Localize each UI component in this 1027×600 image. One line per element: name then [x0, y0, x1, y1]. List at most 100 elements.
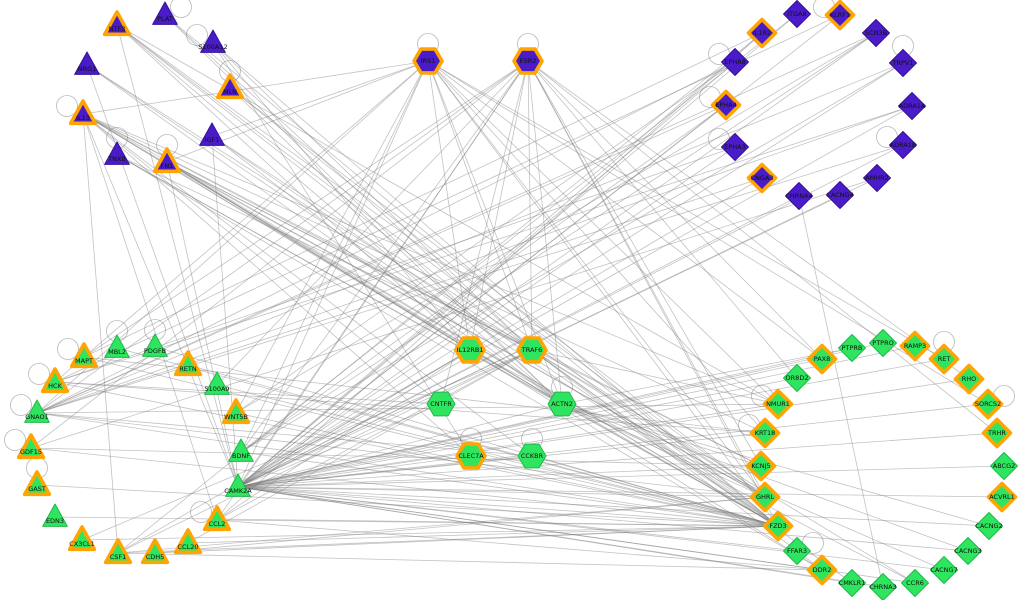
triangle-shape	[225, 473, 251, 497]
edge	[82, 113, 779, 527]
node-CLEC7A[interactable]: CLEC7A	[455, 442, 487, 470]
edge	[237, 377, 798, 488]
node-MAPT[interactable]: MAPT	[69, 342, 99, 369]
diamond-shape	[838, 569, 866, 597]
triangle-shape	[200, 29, 226, 53]
node-TRAF6[interactable]: TRAF6	[516, 336, 548, 364]
node-CX3CL1[interactable]: CX3CL1	[67, 525, 97, 552]
edge	[427, 60, 779, 527]
node-MLN[interactable]: MLN	[215, 73, 245, 100]
edge	[237, 104, 727, 488]
node-S100A12[interactable]: S100A12	[198, 29, 228, 53]
node-NTF3[interactable]: NTF3	[102, 10, 132, 37]
node-CMKLR1[interactable]: CMKLR1	[838, 569, 866, 597]
edge	[237, 32, 877, 488]
node-IL13[interactable]: IL13	[68, 99, 98, 126]
diamond-shape	[783, 364, 811, 392]
edge	[237, 486, 990, 527]
node-SCN3B[interactable]: SCN3B	[862, 19, 890, 47]
edge	[82, 113, 239, 488]
node-NRG1[interactable]: NRG1	[74, 51, 100, 75]
triangle-shape	[215, 73, 245, 100]
node-IRS1[interactable]: IRS1	[412, 47, 444, 75]
node-CCL2[interactable]: CCL2	[202, 505, 232, 532]
diamond-shape	[990, 452, 1018, 480]
node-KCNJ5[interactable]: KCNJ5	[745, 450, 777, 482]
edge	[36, 32, 877, 414]
edge	[237, 486, 779, 527]
node-CHRNA4[interactable]: CHRNA4	[785, 182, 813, 210]
node-AMHR2[interactable]: AMHR2	[863, 164, 891, 192]
node-CCL20[interactable]: CCL20	[173, 528, 203, 555]
node-ADRA1B[interactable]: ADRA1B	[889, 131, 917, 159]
node-HCK[interactable]: HCK	[40, 367, 70, 394]
diamond-shape	[710, 89, 742, 121]
node-CACNG7[interactable]: CACNG7	[930, 556, 958, 584]
node-SORCS2[interactable]: SORCS2	[972, 388, 1004, 420]
edge	[36, 412, 779, 527]
edge	[237, 465, 1005, 488]
node-CNGA3[interactable]: CNGA3	[746, 162, 778, 194]
edge	[237, 486, 969, 552]
edge	[117, 525, 779, 554]
edge	[81, 525, 779, 541]
diamond-shape	[749, 417, 781, 449]
edge	[212, 42, 471, 351]
node-IL12RB1[interactable]: IL12RB1	[454, 336, 486, 364]
node-CSF1[interactable]: CSF1	[103, 538, 133, 565]
edge	[86, 64, 239, 488]
edge	[235, 412, 779, 527]
edge	[237, 146, 736, 488]
node-GNAO1[interactable]: GNAO1	[24, 399, 50, 423]
node-KLRF1[interactable]: KLRF1	[824, 0, 856, 31]
node-EPHA4[interactable]: EPHA4	[710, 89, 742, 121]
triangle-shape	[67, 525, 97, 552]
node-IGF1[interactable]: IGF1	[199, 122, 225, 146]
node-TRPV1[interactable]: TRPV1	[889, 49, 917, 77]
node-KRT18[interactable]: KRT18	[749, 417, 781, 449]
node-RET[interactable]: RET	[928, 343, 960, 375]
self-loop-edge	[57, 338, 79, 360]
edge	[36, 177, 763, 414]
edge	[237, 13, 798, 488]
node-BDNF[interactable]: BDNF	[228, 438, 254, 462]
edge	[211, 135, 766, 498]
node-CCR6[interactable]: CCR6	[901, 569, 929, 597]
edge	[54, 60, 429, 383]
edge	[240, 60, 529, 453]
node-GDF15[interactable]: GDF15	[16, 433, 46, 460]
node-CACNG4[interactable]: CACNG4	[826, 181, 854, 209]
node-CACNG3[interactable]: CACNG3	[954, 537, 982, 565]
node-ITGA8[interactable]: ITGA8	[783, 0, 811, 28]
edge	[237, 403, 779, 488]
node-ADRA1A[interactable]: ADRA1A	[898, 92, 926, 120]
diamond-shape	[762, 510, 794, 542]
node-WNT5B[interactable]: WNT5B	[221, 398, 251, 425]
edge	[469, 349, 916, 584]
edge	[469, 60, 529, 351]
node-ABCG2[interactable]: ABCG2	[990, 452, 1018, 480]
edge	[187, 525, 779, 544]
triangle-shape	[16, 433, 46, 460]
hexagon-shape	[455, 442, 487, 470]
edge	[237, 486, 766, 498]
triangle-shape	[152, 1, 178, 25]
node-TRHR[interactable]: TRHR	[981, 417, 1013, 449]
node-ACVRL1[interactable]: ACVRL1	[986, 481, 1018, 513]
node-CCKBR[interactable]: CCKBR	[517, 443, 547, 469]
diamond-shape	[746, 17, 778, 49]
node-IL1R2[interactable]: IL1R2	[746, 17, 778, 49]
node-EDN3[interactable]: EDN3	[42, 503, 68, 527]
node-ESR2[interactable]: ESR2	[512, 47, 544, 75]
node-TNXB[interactable]: TNXB	[104, 141, 130, 165]
node-PLAT[interactable]: PLAT	[152, 1, 178, 25]
node-GAST[interactable]: GAST	[22, 470, 52, 497]
node-MBL2[interactable]: MBL2	[104, 334, 130, 358]
node-CACNG2[interactable]: CACNG2	[975, 512, 1003, 540]
edge	[216, 32, 763, 521]
node-EPHA8[interactable]: EPHA8	[721, 48, 749, 76]
edge	[527, 60, 970, 380]
node-RHO[interactable]: RHO	[953, 363, 985, 395]
